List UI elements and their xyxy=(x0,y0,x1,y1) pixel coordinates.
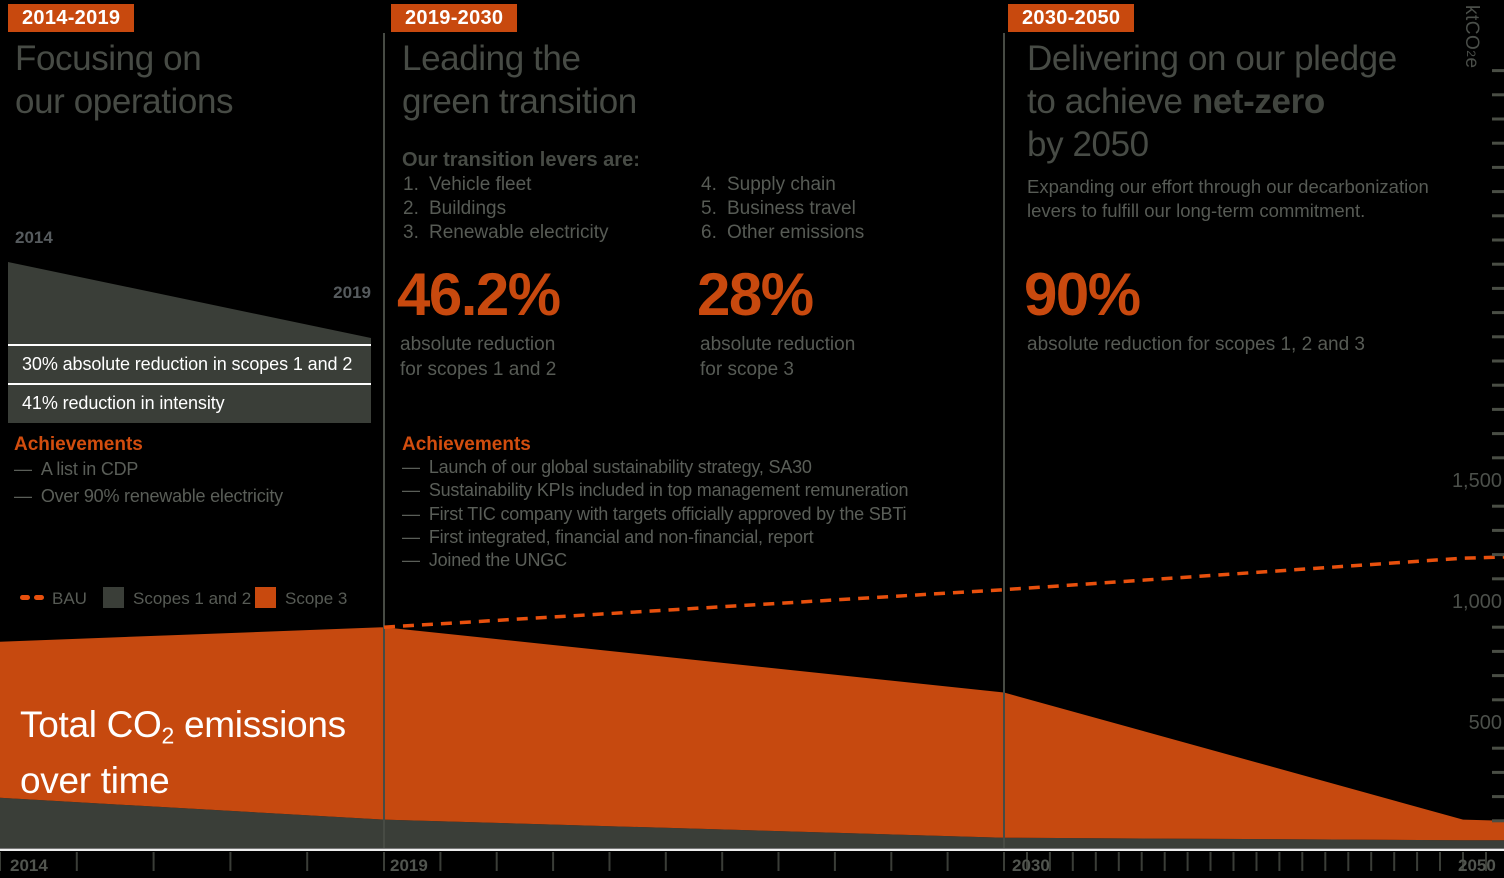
lever-item: 1. Vehicle fleet xyxy=(403,174,532,195)
achievement-item: — First TIC company with targets officia… xyxy=(402,504,907,524)
y-axis-unit-label: ktCO2e xyxy=(1461,5,1482,69)
dash-bullet: — xyxy=(14,486,32,506)
scope3-swatch-icon xyxy=(255,587,276,608)
period-badge-2030-2050: 2030-2050 xyxy=(1008,4,1135,32)
badge-label: 2014-2019 xyxy=(22,7,121,29)
lever-item: 5. Business travel xyxy=(701,198,856,219)
stat-scopes12-reduction: 46.2% xyxy=(397,261,561,328)
panel1-achievements-title: Achievements xyxy=(14,434,143,455)
dash-bullet: — xyxy=(402,550,420,570)
lever-item: 4. Supply chain xyxy=(701,174,836,195)
chart-title: Total CO2 emissions over time xyxy=(20,704,346,802)
dash-bullet: — xyxy=(402,504,420,524)
legend-scopes12-label: Scopes 1 and 2 xyxy=(133,589,252,608)
scopes12-reduction-mini-chart xyxy=(8,262,371,423)
legend-scope3-label: Scope 3 xyxy=(285,589,348,608)
period-badge-2019-2030: 2019-2030 xyxy=(391,4,518,32)
stat-scopes12-caption: absolute reduction for scopes 1 and 2 xyxy=(400,334,557,380)
y-axis-tick-label: 1,500 xyxy=(1451,470,1502,492)
stat-scope3-reduction: 28% xyxy=(697,261,814,328)
panel1-title: Focusing on our operations xyxy=(15,39,234,121)
bau-dash-swatch-icon xyxy=(34,595,44,600)
x-axis-tick-label: 2014 xyxy=(10,856,48,875)
stat-netzero-reduction: 90% xyxy=(1024,261,1141,328)
dash-bullet: — xyxy=(14,459,32,479)
achievement-item: — First integrated, financial and non-fi… xyxy=(402,527,814,547)
mini-chart-year-end: 2019 xyxy=(333,283,371,302)
panel3-title: Delivering on our pledge to achieve net-… xyxy=(1027,39,1397,164)
y-axis-tick-label: 1,000 xyxy=(1451,591,1502,613)
dash-bullet: — xyxy=(402,527,420,547)
y-axis-tick-label: 500 xyxy=(1468,712,1502,734)
subscript-2: 2 xyxy=(1464,50,1478,58)
scopes12-swatch-icon xyxy=(103,587,124,608)
badge-label: 2030-2050 xyxy=(1022,7,1121,29)
panel2-title: Leading the green transition xyxy=(402,39,637,121)
x-axis-tick-label: 2030 xyxy=(1012,856,1050,875)
stat-netzero-caption: absolute reduction for scopes 1, 2 and 3 xyxy=(1027,334,1366,355)
legend-bau-label: BAU xyxy=(52,589,87,608)
panel3-subtitle: Expanding our effort through our decarbo… xyxy=(1027,176,1429,221)
panel2-achievements-title: Achievements xyxy=(402,434,531,455)
mini-chart-row1: 30% absolute reduction in scopes 1 and 2 xyxy=(22,354,353,374)
achievement-item: — Over 90% renewable electricity xyxy=(14,486,283,506)
x-axis-tick-label: 2019 xyxy=(390,856,428,875)
period-badge-2014-2019: 2014-2019 xyxy=(8,4,135,32)
achievement-item: — A list in CDP xyxy=(14,459,139,479)
achievement-item: — Joined the UNGC xyxy=(402,550,567,570)
subscript-2: 2 xyxy=(161,722,175,749)
mini-chart-row2: 41% reduction in intensity xyxy=(22,393,225,413)
bau-dash-swatch-icon xyxy=(20,595,30,600)
dash-bullet: — xyxy=(402,480,420,500)
achievement-item: — Sustainability KPIs included in top ma… xyxy=(402,480,909,500)
x-axis-tick-label: 2050 xyxy=(1458,856,1496,875)
stat-scope3-caption: absolute reduction for scope 3 xyxy=(700,334,856,380)
lever-item: 3. Renewable electricity xyxy=(403,222,609,243)
badge-label: 2019-2030 xyxy=(405,7,504,29)
levers-title: Our transition levers are: xyxy=(402,149,640,171)
mini-chart-year-start: 2014 xyxy=(15,228,53,247)
lever-item: 6. Other emissions xyxy=(701,222,865,243)
achievement-item: — Launch of our global sustainability st… xyxy=(402,457,812,477)
net-zero-emphasis: net-zero xyxy=(1191,82,1325,121)
lever-item: 2. Buildings xyxy=(403,198,507,219)
dash-bullet: — xyxy=(402,457,420,477)
